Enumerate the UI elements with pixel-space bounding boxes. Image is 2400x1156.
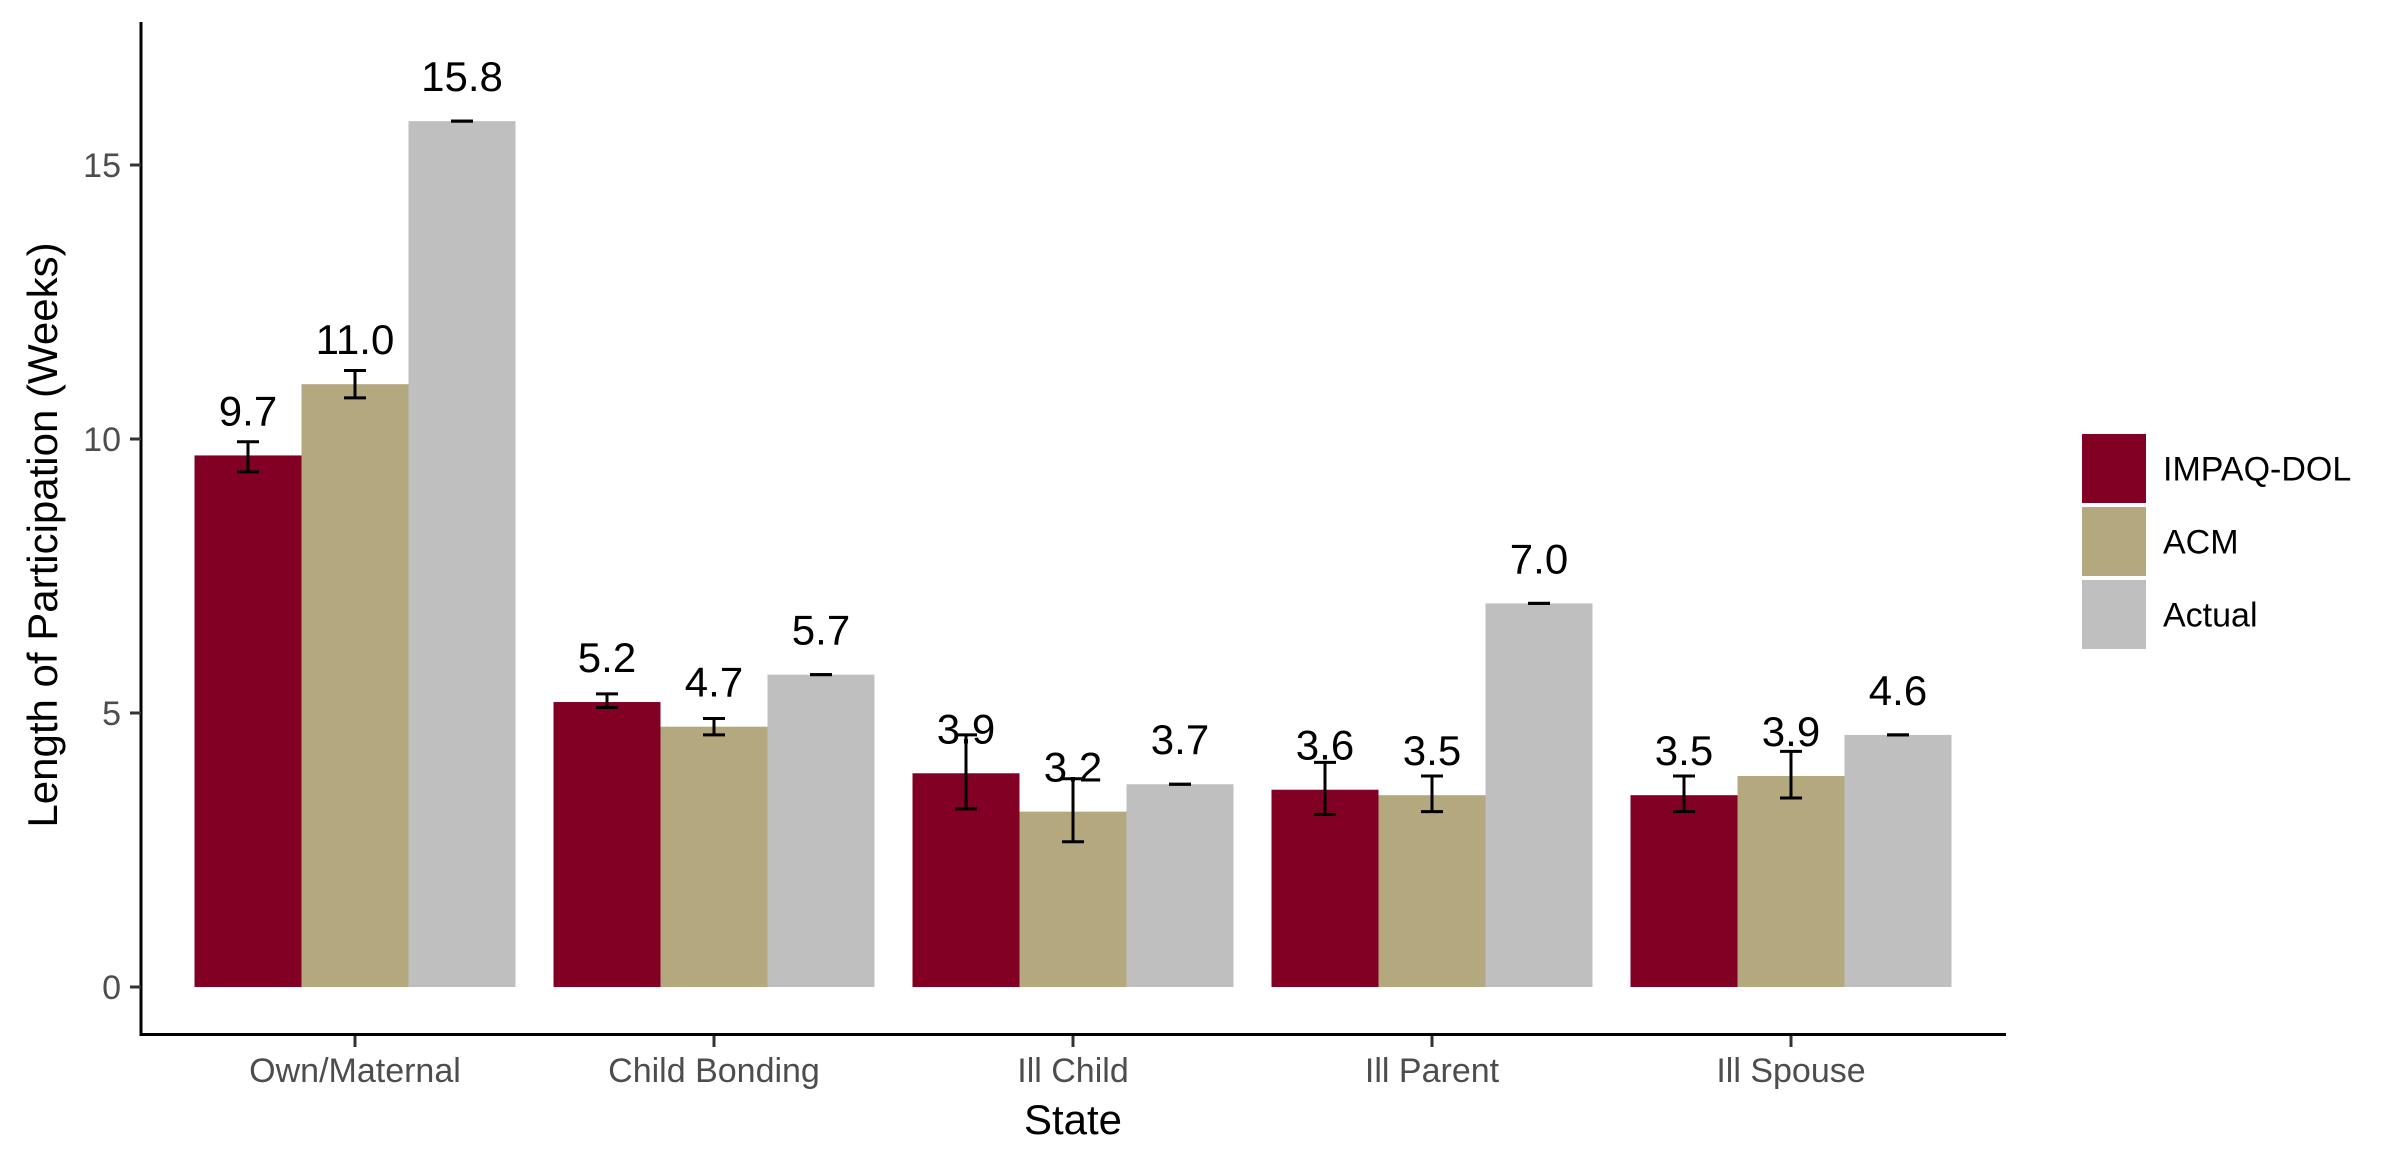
bar-value-label: 5.2 bbox=[578, 634, 636, 681]
y-tick-label: 0 bbox=[102, 969, 121, 1007]
bar-value-label: 5.7 bbox=[792, 607, 850, 654]
legend-key bbox=[2080, 505, 2148, 578]
error-bar bbox=[1062, 777, 1084, 844]
bar-value-label: 15.8 bbox=[421, 53, 503, 100]
legend-label: ACM bbox=[2163, 524, 2239, 562]
legend-label: IMPAQ-DOL bbox=[2163, 451, 2351, 489]
bar-value-label: 11.0 bbox=[316, 316, 395, 363]
bar-value-label: 3.6 bbox=[1296, 722, 1354, 769]
y-axis-title: Length of Participation (Weeks) bbox=[19, 242, 66, 827]
bar-impaq-dol bbox=[1271, 789, 1379, 987]
x-tick-label: Own/Maternal bbox=[249, 1052, 461, 1090]
x-tick-label: Ill Spouse bbox=[1716, 1052, 1865, 1090]
bar-actual bbox=[1485, 603, 1593, 987]
legend-key bbox=[2080, 432, 2148, 505]
legend: IMPAQ-DOL ACM Actual bbox=[2080, 432, 2351, 651]
bar-impaq-dol bbox=[553, 702, 661, 987]
bar-value-label: 3.2 bbox=[1044, 744, 1102, 791]
legend-key bbox=[2080, 578, 2148, 651]
error-bar bbox=[596, 692, 618, 710]
error-bar bbox=[703, 716, 725, 737]
x-tick-label: Child Bonding bbox=[608, 1052, 820, 1090]
bar-impaq-dol bbox=[1630, 795, 1738, 987]
bar-value-label: 3.9 bbox=[1762, 708, 1820, 755]
bar-value-label: 3.7 bbox=[1151, 716, 1209, 763]
bar-acm bbox=[660, 726, 768, 987]
error-bar bbox=[1421, 774, 1443, 814]
y-tick-label: 10 bbox=[83, 421, 121, 459]
error-bar bbox=[1673, 774, 1695, 814]
error-bar bbox=[344, 369, 366, 400]
error-bar bbox=[1314, 760, 1336, 816]
bar-value-label: 7.0 bbox=[1510, 535, 1568, 582]
bar-value-label: 4.6 bbox=[1869, 667, 1927, 714]
bar-value-label: 3.9 bbox=[937, 705, 995, 752]
error-bar bbox=[955, 733, 977, 811]
bar-impaq-dol bbox=[194, 455, 302, 987]
bar-acm bbox=[301, 384, 409, 987]
bar-value-label: 3.5 bbox=[1403, 727, 1461, 774]
bar-value-label: 4.7 bbox=[685, 659, 743, 706]
bar-acm bbox=[1737, 776, 1845, 987]
x-tick-label: Ill Child bbox=[1017, 1052, 1128, 1090]
bar-acm bbox=[1378, 795, 1486, 987]
bar-actual bbox=[1126, 784, 1234, 987]
error-bar bbox=[237, 440, 259, 474]
bar-value-label: 9.7 bbox=[219, 387, 277, 434]
legend-label: Actual bbox=[2163, 597, 2258, 635]
x-axis-title: State bbox=[1024, 1096, 1122, 1143]
bar-actual bbox=[767, 674, 875, 987]
bar-value-label: 3.5 bbox=[1655, 727, 1713, 774]
bar-actual bbox=[408, 121, 516, 987]
bar-actual bbox=[1844, 734, 1952, 987]
error-bar bbox=[1780, 749, 1802, 800]
y-tick-label: 5 bbox=[102, 695, 121, 733]
y-tick-label: 15 bbox=[83, 147, 121, 185]
x-tick-label: Ill Parent bbox=[1365, 1052, 1500, 1090]
